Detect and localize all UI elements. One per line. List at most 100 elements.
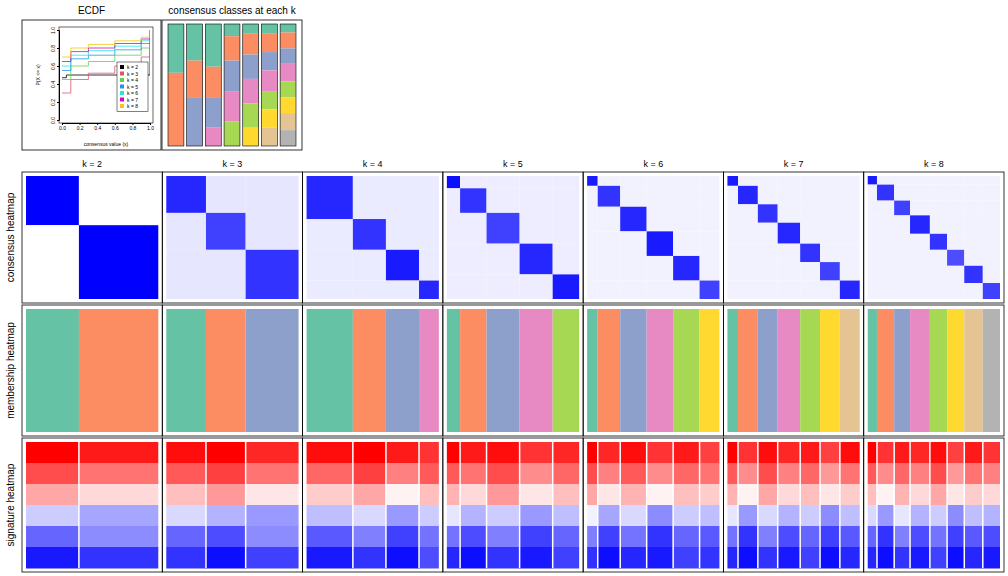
- signature-cell: [877, 547, 894, 569]
- consensus-cell: [727, 262, 738, 280]
- consensus-cell: [778, 186, 800, 204]
- row-label: signature heatmap: [5, 463, 16, 546]
- signature-cell: [947, 547, 964, 569]
- signature-cell: [840, 484, 860, 506]
- consensus-cell: [964, 176, 983, 185]
- signature-cell: [738, 484, 758, 506]
- cell-frame: [443, 438, 583, 572]
- consensus-cell: [758, 262, 778, 280]
- membership-cell: [758, 309, 778, 432]
- consensus-cell: [386, 281, 419, 299]
- signature-cell: [840, 526, 860, 548]
- class-column-frame: [168, 24, 184, 146]
- legend-swatch: [120, 78, 124, 82]
- class-column-frame: [261, 24, 277, 146]
- consensus-cell: [800, 262, 820, 280]
- signature-cell: [820, 463, 840, 485]
- class-cell: [280, 113, 296, 130]
- membership-cell: [910, 309, 930, 432]
- signature-cell: [553, 547, 579, 569]
- legend-box: [117, 62, 148, 112]
- signature-cell: [353, 526, 386, 548]
- signature-cell: [487, 442, 520, 464]
- consensus-cell: [386, 219, 419, 250]
- consensus-cell: [758, 281, 778, 299]
- ecdf-line: [62, 30, 150, 93]
- signature-cell: [778, 442, 800, 464]
- signature-cell: [964, 463, 983, 485]
- signature-cell: [800, 442, 820, 464]
- y-tick-label: 0.4: [50, 81, 56, 88]
- cell-frame: [162, 305, 302, 436]
- signature-cell: [673, 505, 699, 527]
- signature-cell: [758, 463, 778, 485]
- consensus-cell: [386, 250, 419, 281]
- group-separator: [699, 442, 701, 568]
- consensus-cell: [727, 244, 738, 262]
- group-separator: [946, 442, 948, 568]
- panel-frame: [22, 20, 161, 150]
- title: consensus classes at each k: [168, 5, 296, 16]
- class-cell: [261, 34, 277, 52]
- membership-cell: [983, 309, 1000, 432]
- lines: [62, 30, 150, 93]
- signature-cell: [964, 484, 983, 506]
- signature-cell: [166, 484, 206, 506]
- signature-cell: [553, 526, 579, 548]
- consensus-cell: [353, 250, 386, 281]
- consensus-cell: [206, 213, 246, 250]
- class-cell: [205, 97, 221, 128]
- consensus-cell: [868, 266, 877, 283]
- membership-cell: [778, 309, 800, 432]
- consensus-cell: [166, 176, 206, 213]
- signature-cell: [930, 526, 947, 548]
- consensus-cell: [910, 176, 930, 185]
- legend-label: k = 8: [127, 103, 138, 109]
- class-cell: [261, 24, 277, 34]
- signature-cell: [246, 442, 299, 464]
- signature-cell: [758, 547, 778, 569]
- consensus-cell: [700, 256, 720, 281]
- consensus-cell: [877, 266, 894, 283]
- y-axis-title: P(X <= x): [35, 64, 41, 85]
- signature-cell: [910, 505, 930, 527]
- legend-label: k = 3: [127, 71, 138, 77]
- legend-swatch: [120, 85, 124, 89]
- class-cell: [205, 67, 221, 98]
- consensus-cell: [700, 186, 720, 207]
- signature-cell: [460, 505, 486, 527]
- signature-cell: [79, 442, 158, 464]
- signature-cell: [553, 463, 579, 485]
- signature-cell: [520, 526, 553, 548]
- consensus-cell: [840, 186, 860, 204]
- signature-cell: [758, 442, 778, 464]
- class-cell: [187, 24, 203, 61]
- membership-cell: [894, 309, 910, 432]
- group-separator: [597, 442, 599, 568]
- cell-frame: [583, 172, 723, 303]
- consensus-cell: [673, 207, 699, 232]
- signature-cell: [206, 484, 246, 506]
- cell-frame: [864, 172, 1004, 303]
- class-column-frame: [187, 24, 203, 146]
- group-separator: [352, 442, 354, 568]
- signature-cell: [620, 442, 646, 464]
- consensus-cell: [947, 250, 964, 266]
- signature-cell: [868, 526, 877, 548]
- class-cell: [168, 24, 184, 73]
- consensus-cell: [520, 176, 553, 188]
- signature-cell: [673, 484, 699, 506]
- consensus-cell: [947, 234, 964, 250]
- consensus-cell: [983, 250, 1000, 266]
- cell-frame: [22, 305, 162, 436]
- consensus-cell: [894, 215, 910, 233]
- consensus-cell: [894, 266, 910, 283]
- consensus-cell: [487, 188, 520, 213]
- signature-cell: [419, 505, 439, 527]
- y-tick-label: 1.0: [50, 27, 56, 34]
- x-tick-label: 1.0: [147, 125, 154, 131]
- signature-cell: [598, 505, 620, 527]
- cell-frame: [864, 305, 1004, 436]
- consensus-cell: [727, 176, 738, 186]
- class-cell: [243, 128, 259, 146]
